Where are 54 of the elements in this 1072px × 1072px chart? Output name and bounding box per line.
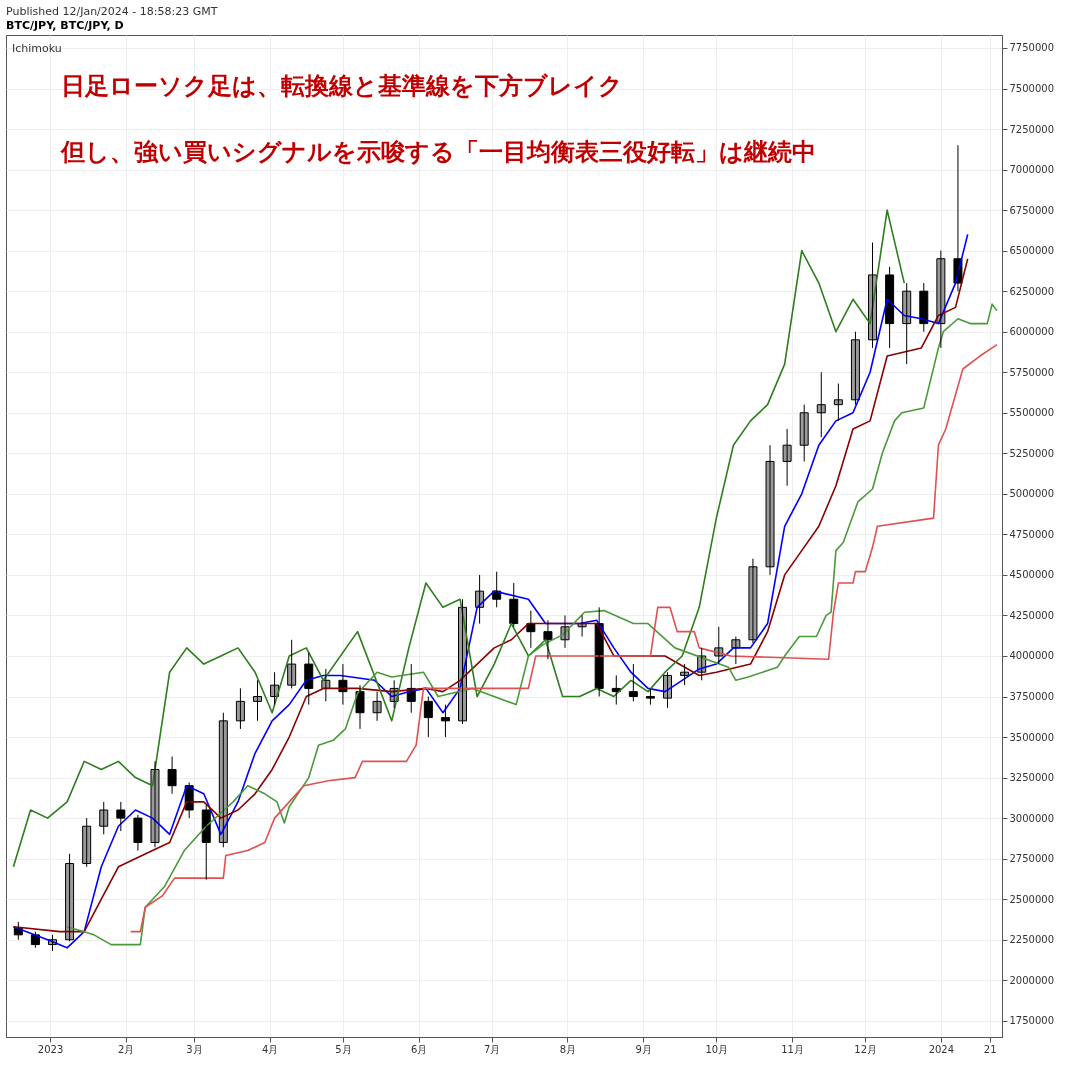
candlestick [645,687,655,706]
y-tick-label: 7250000 [1009,123,1055,135]
x-tick-label: 7月 [484,1043,501,1055]
candlestick [833,383,843,422]
x-tick-label: 10月 [705,1043,729,1055]
y-tick-label: 3750000 [1009,691,1055,703]
y-tick-label: 4000000 [1009,650,1055,662]
y-tick-label: 2250000 [1009,934,1055,946]
y-tick-label: 5250000 [1009,447,1055,459]
y-tick-label: 6750000 [1009,204,1055,216]
x-tick-label: 2023 [37,1043,64,1055]
y-tick-label: 1750000 [1009,1015,1055,1027]
candlestick [99,801,109,835]
y-tick-label: 3500000 [1009,731,1055,743]
y-tick-label: 3000000 [1009,812,1055,824]
x-tick-label: 8月 [559,1043,577,1055]
y-tick-label: 5750000 [1009,366,1055,378]
y-tick-label: 3250000 [1009,772,1055,784]
y-tick-label: 6000000 [1009,326,1055,338]
y-tick-label: 6250000 [1009,285,1055,297]
x-tick-label: 21 [983,1043,997,1055]
y-tick-label: 7000000 [1009,164,1055,176]
x-tick-label: 5月 [335,1043,352,1055]
candlestick [253,679,262,722]
x-tick-label: 3月 [186,1043,203,1055]
candlestick [799,404,809,462]
annotation: Ichimoku [12,42,62,55]
y-tick-label: 4750000 [1009,528,1055,540]
x-tick-label: 4月 [262,1043,279,1055]
y-tick-label: 6500000 [1009,245,1055,257]
annotation: 但し、強い買いシグナルを示唆する「一目均衡表三役好転」は継続中 [60,138,816,166]
line-series [12,209,906,868]
chart-title: Published 12/Jan/2024 - 18:58:23 GMT [6,5,218,18]
y-tick-label: 2500000 [1009,893,1055,905]
candlestick [628,663,638,702]
x-tick-label: 11月 [781,1043,804,1055]
x-tick-label: 6月 [410,1043,428,1055]
y-tick-label: 2000000 [1009,974,1055,986]
y-tick-label: 7500000 [1009,83,1055,94]
x-tick-label: 2024 [928,1043,955,1055]
y-tick-label: 4250000 [1009,609,1055,621]
annotation: 日足ローソク足は、転換線と基準線を下方ブレイク [61,72,623,100]
y-tick-label: 2750000 [1009,853,1055,865]
x-tick-label: 9月 [635,1043,652,1055]
x-tick-label: 2月 [118,1043,135,1055]
y-tick-label: 5500000 [1009,407,1055,419]
candlestick [133,814,143,852]
candlestick [116,801,126,832]
x-tick-label: 12月 [854,1043,878,1055]
candlestick [287,639,297,689]
y-tick-label: 7750000 [1009,42,1055,54]
y-tick-label: 4500000 [1009,569,1055,581]
y-tick-label: 5000000 [1009,488,1055,500]
chart-subtitle: BTC/JPY, BTC/JPY, D [6,19,124,32]
